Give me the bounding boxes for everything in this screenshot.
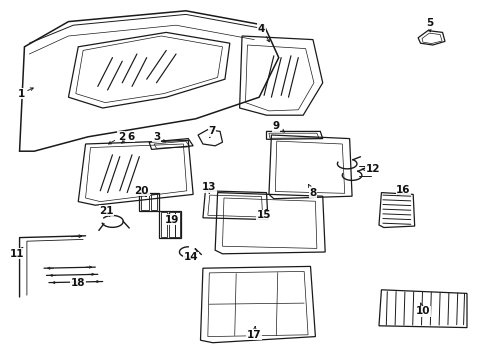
Text: 21: 21 (99, 206, 114, 216)
Text: 13: 13 (202, 182, 216, 193)
Text: 11: 11 (10, 247, 24, 259)
Text: 20: 20 (134, 186, 149, 197)
Text: 19: 19 (164, 213, 179, 225)
Text: 1: 1 (18, 88, 33, 99)
Text: 5: 5 (425, 18, 432, 32)
Text: 7: 7 (207, 126, 215, 138)
Text: 6: 6 (121, 132, 134, 143)
Text: 15: 15 (256, 210, 271, 220)
Text: 17: 17 (246, 327, 261, 340)
Text: 2: 2 (108, 132, 124, 144)
Text: 3: 3 (153, 132, 165, 142)
Text: 8: 8 (308, 184, 316, 198)
Text: 10: 10 (415, 303, 429, 316)
Text: 14: 14 (183, 252, 198, 262)
Text: 4: 4 (257, 24, 269, 42)
Text: 18: 18 (71, 278, 85, 288)
Text: 12: 12 (362, 164, 380, 174)
Text: 9: 9 (272, 121, 284, 132)
Text: 16: 16 (395, 185, 410, 195)
